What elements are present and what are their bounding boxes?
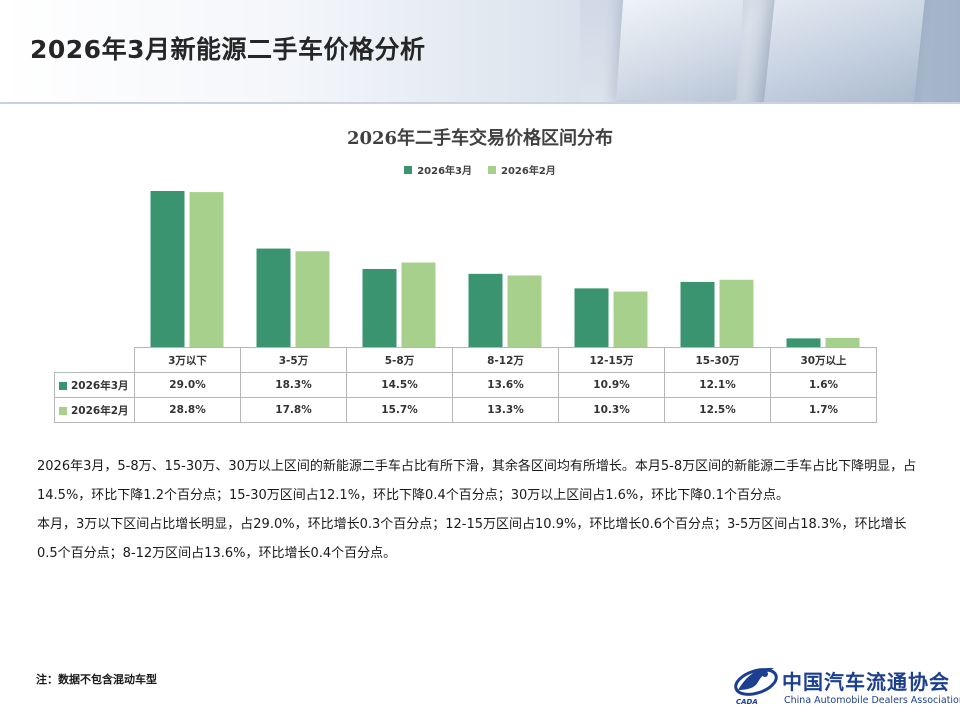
data-label-march: 29.0% [134,372,241,398]
chart-legend: 2026年3月 2026年2月 [0,162,960,177]
bar-february [295,251,330,347]
legend-item-march: 2026年3月 [404,162,472,177]
data-label-february: 1.7% [770,397,877,423]
legend-swatch-february [488,165,496,174]
category-label: 12-15万 [558,347,665,373]
bar-chart [150,191,860,347]
data-label-february: 15.7% [346,397,453,423]
table-swatch-march [59,381,67,390]
data-label-february: 10.3% [558,397,665,423]
bar-march [362,269,397,347]
cada-logo-icon [734,667,778,696]
bar-march [786,338,821,347]
table-row-head-february: 2026年2月 [54,397,135,423]
table-row-february: 2026年2月 28.8% 17.8% 15.7% 13.3% 10.3% 12… [54,397,877,423]
legend-swatch-march [404,165,413,174]
analysis-text: 2026年3月，5-8万、15-30万、30万以上区间的新能源二手车占比有所下滑… [37,452,927,568]
bar-february [189,192,224,347]
category-label: 15-30万 [664,347,771,373]
analysis-paragraph: 2026年3月，5-8万、15-30万、30万以上区间的新能源二手车占比有所下滑… [37,459,917,503]
bar-march [680,281,715,347]
bar-march [150,191,185,347]
series-name-february: 2026年2月 [71,404,129,417]
bar-march [574,288,609,347]
table-header-row: 3万以下 3-5万 5-8万 8-12万 12-15万 15-30万 30万以上 [54,347,877,373]
series-name-march: 2026年3月 [71,379,129,392]
logo-name-en: China Automobile Dealers Association [784,695,960,706]
table-swatch-february [59,406,67,415]
data-label-february: 17.8% [240,397,347,423]
footnote: 注：数据不包含混动车型 [36,673,157,686]
data-label-february: 12.5% [664,397,771,423]
header-divider [0,102,960,104]
bar-march [256,248,291,347]
data-label-march: 1.6% [770,372,877,398]
table-row-head-march: 2026年3月 [54,372,135,398]
data-label-march: 12.1% [664,372,771,398]
category-label: 5-8万 [346,347,453,373]
table-corner-cell [54,347,135,373]
bar-february [613,291,648,347]
page-title: 2026年3月新能源二手车价格分析 [30,35,426,64]
bar-february [401,262,436,347]
analysis-paragraph: 本月，3万以下区间占比增长明显，占29.0%，环比增长0.3个百分点；12-15… [37,517,907,561]
category-label: 3-5万 [240,347,347,373]
chart-title: 2026年二手车交易价格区间分布 [346,128,614,149]
logo-name-cn: 中国汽车流通协会 [782,670,950,694]
header-banner: 2026年3月新能源二手车价格分析 [0,0,960,104]
cada-logo: CADA 中国汽车流通协会 China Automobile Dealers A… [732,660,960,710]
legend-label-march: 2026年3月 [417,166,472,177]
table-row-march: 2026年3月 29.0% 18.3% 14.5% 13.6% 10.9% 12… [54,372,877,398]
bar-february [825,337,860,347]
chart-bars [150,191,860,347]
logo-abbreviation: CADA [736,698,758,706]
data-label-march: 13.6% [452,372,559,398]
legend-label-february: 2026年2月 [501,166,556,177]
category-label: 30万以上 [770,347,877,373]
data-label-march: 18.3% [240,372,347,398]
data-label-february: 28.8% [134,397,241,423]
data-label-march: 14.5% [346,372,453,398]
bar-february [507,275,542,347]
chart-data-table: 3万以下 3-5万 5-8万 8-12万 12-15万 15-30万 30万以上… [54,347,877,423]
bar-february [719,279,754,347]
bar-march [468,273,503,347]
category-label: 8-12万 [452,347,559,373]
data-label-march: 10.9% [558,372,665,398]
category-label: 3万以下 [134,347,241,373]
legend-item-february: 2026年2月 [488,162,556,177]
data-label-february: 13.3% [452,397,559,423]
